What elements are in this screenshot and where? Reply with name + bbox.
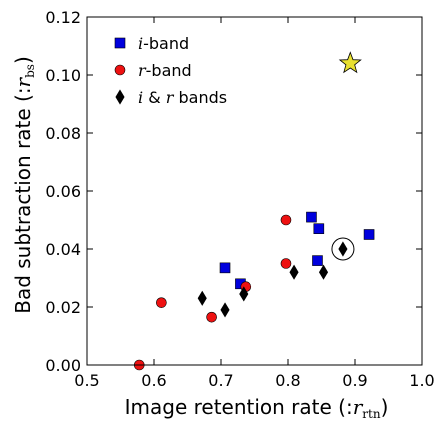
highlight-ring bbox=[331, 237, 355, 261]
y-tick-label-0: 0.00 bbox=[45, 356, 81, 375]
plot-area bbox=[133, 51, 375, 371]
y-tick-label-6: 0.12 bbox=[45, 8, 81, 27]
data-point-square-0-4 bbox=[312, 255, 323, 266]
x-tick-label-3: 0.8 bbox=[275, 371, 300, 390]
data-point-circle-1-1 bbox=[156, 297, 167, 308]
data-point-square-0-5 bbox=[363, 229, 375, 240]
x-tick-label-0: 0.5 bbox=[74, 371, 99, 390]
y-axis-label: Bad subtraction rate (:rbs) bbox=[11, 56, 37, 314]
data-point-diamond-2-4 bbox=[318, 264, 329, 280]
x-tick-label-5: 1.0 bbox=[409, 371, 434, 390]
data-point-square-0-0 bbox=[219, 262, 231, 274]
x-tick-label-2: 0.7 bbox=[208, 371, 233, 390]
legend-marker-diamond bbox=[115, 89, 125, 105]
legend: i-band r-band i & r bands bbox=[114, 34, 227, 107]
x-tick-label-4: 0.9 bbox=[342, 371, 367, 390]
data-point-circle-1-5 bbox=[280, 258, 292, 269]
data-point-circle-1-4 bbox=[280, 214, 292, 226]
data-point-diamond-2-2 bbox=[239, 286, 249, 302]
y-tick-label-3: 0.06 bbox=[45, 182, 81, 201]
y-tick-label-2: 0.04 bbox=[45, 240, 81, 259]
data-point-diamond-2-1 bbox=[220, 302, 230, 318]
data-point-square-0-2 bbox=[306, 211, 317, 223]
legend-marker-circle bbox=[114, 64, 126, 76]
legend-label-2: i & r bands bbox=[138, 88, 227, 107]
y-tick-label-5: 0.10 bbox=[45, 66, 81, 85]
star-marker bbox=[338, 51, 362, 74]
y-tick-label-1: 0.02 bbox=[45, 298, 81, 317]
y-tick-label-4: 0.08 bbox=[45, 124, 81, 143]
data-point-diamond-2-3 bbox=[289, 264, 299, 280]
data-point-diamond-2-5 bbox=[338, 241, 348, 257]
data-point-circle-1-2 bbox=[206, 311, 217, 323]
x-tick-label-1: 0.6 bbox=[141, 371, 166, 390]
legend-label-0: i-band bbox=[138, 34, 189, 53]
legend-label-1: r-band bbox=[138, 61, 192, 80]
legend-marker-square bbox=[114, 37, 126, 49]
axes: 0.5 0.6 0.7 0.8 0.9 1.0 0.00 0.02 0.04 0.06 0.08 0.… bbox=[11, 8, 435, 421]
data-point-diamond-2-0 bbox=[197, 290, 207, 306]
data-point-square-0-3 bbox=[313, 223, 325, 234]
x-axis-label: Image retention rate (:rrtn) bbox=[125, 395, 389, 421]
